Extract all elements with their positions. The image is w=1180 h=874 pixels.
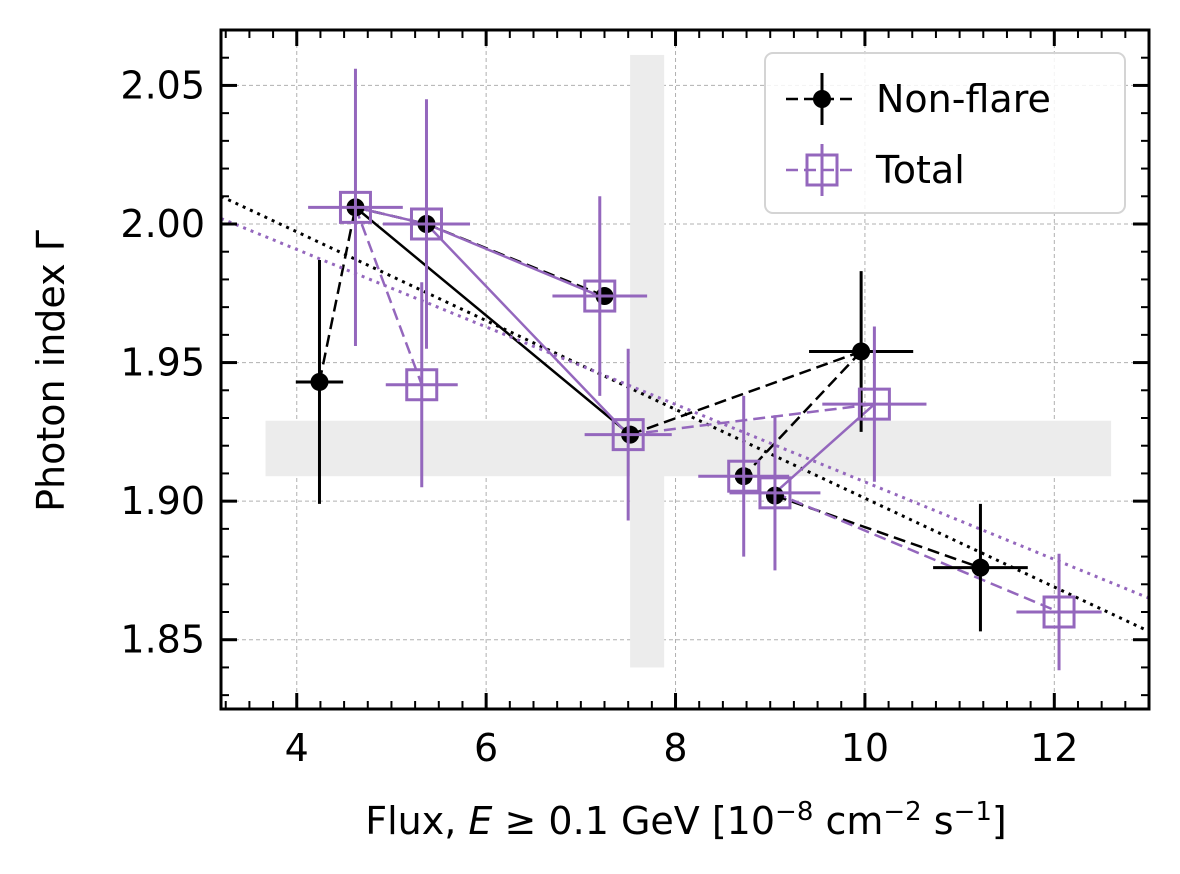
connector-dashed-total-2: [774, 491, 1060, 614]
connector-dashed-non-flare-4: [742, 350, 863, 478]
point-total-4: [611, 418, 645, 452]
y-tick-label-3: 2.00: [120, 202, 205, 246]
legend-circle-non-flare: [813, 90, 831, 108]
connector-solid-total-2: [425, 223, 630, 436]
y-tick-label-4: 2.05: [120, 63, 205, 107]
legend-square-total: [805, 153, 839, 187]
vertical-band: [630, 54, 665, 668]
legend: Non-flare Total: [764, 52, 1126, 214]
shaded-bands: [265, 54, 1112, 668]
point-total-5: [727, 459, 761, 493]
x-tick-label-1: 6: [474, 726, 498, 770]
points-total: [308, 68, 1102, 671]
connector-dashed-non-flare-3: [629, 350, 862, 436]
series-non-flare: [221, 194, 1149, 633]
point-total-7: [857, 387, 891, 421]
connector-dashed-total-1: [628, 402, 875, 436]
legend-label-total: Total: [875, 148, 965, 192]
y-tick-label-0: 1.85: [120, 618, 205, 662]
connector-solid-non-flare-0: [354, 206, 631, 436]
point-total-8: [1042, 595, 1076, 629]
point-total-6: [758, 476, 792, 510]
y-tick-label-2: 1.95: [120, 341, 205, 385]
connector-dashed-non-flare-0: [318, 207, 357, 383]
y-tick-label-1: 1.90: [120, 479, 205, 523]
point-total-0: [338, 190, 372, 224]
point-total-2: [405, 368, 439, 402]
point-total-3: [583, 279, 617, 313]
x-tick-label-2: 8: [663, 726, 687, 770]
x-tick-label-4: 12: [1030, 726, 1078, 770]
connector-dashed-total-0: [354, 206, 423, 386]
points-non-flare: [295, 198, 1028, 632]
connector-solid-total-3: [774, 403, 876, 494]
data-series: [221, 68, 1149, 671]
legend-label-non-flare: Non-flare: [876, 77, 1051, 121]
point-total-1: [409, 207, 443, 241]
horizontal-band: [265, 420, 1112, 477]
axis-ticks: 4 6 8 10 12 1.85 1.90 1.95 2.00 2.05: [120, 29, 1150, 770]
point-non-flare-8: [971, 558, 990, 577]
point-non-flare-0: [310, 372, 329, 391]
fit-line-total: [221, 217, 1149, 600]
connector-solid-total-0: [355, 206, 427, 226]
y-axis-label: Photon index Γ: [29, 230, 73, 512]
x-tick-label-0: 4: [285, 726, 309, 770]
point-non-flare-7: [852, 342, 871, 361]
x-axis-label: Flux, E ≥ 0.1 GeV [10−8 cm−2 s−1]: [365, 797, 1006, 843]
plot-frame: [219, 28, 1151, 711]
legend-marker-total: [786, 144, 858, 196]
connector-solid-total-1: [426, 222, 601, 298]
legend-box: [764, 52, 1126, 214]
connector-dashed-non-flare-5: [774, 494, 981, 569]
x-tick-label-3: 10: [841, 726, 889, 770]
legend-marker-non-flare: [786, 73, 858, 125]
series-total: [221, 206, 1149, 614]
